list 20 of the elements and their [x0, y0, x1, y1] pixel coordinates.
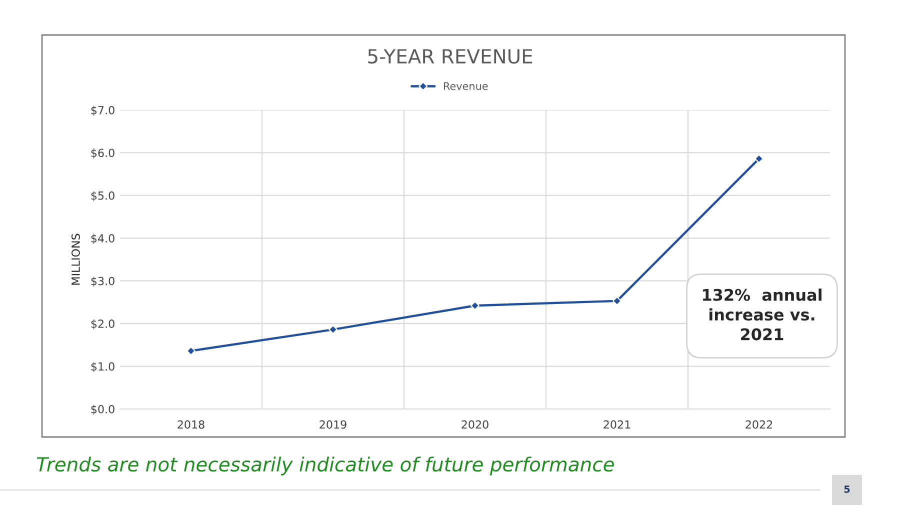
y-tick-label: $2.0 — [91, 319, 114, 330]
y-tick-label: $6.0 — [91, 148, 114, 159]
x-tick-label: 2022 — [746, 420, 772, 429]
text: 5 — [844, 486, 850, 493]
x-tick-label: 2020 — [462, 420, 488, 429]
x-tick-label: 2018 — [178, 420, 204, 429]
y-tick-label: $3.0 — [91, 276, 114, 287]
chart-title: 5-YEAR REVENUE — [368, 49, 532, 64]
annotation: 132% annual increase vs. 2021 — [703, 288, 822, 340]
x-tick-label: 2019 — [320, 420, 346, 429]
y-tick-label: $1.0 — [91, 362, 114, 372]
y-axis-title: MILLIONS — [72, 234, 80, 285]
point — [328, 325, 338, 334]
y-tick-label: $5.0 — [91, 191, 114, 202]
legend-label: Revenue — [444, 82, 488, 90]
y-tick-label: $4.0 — [91, 234, 114, 244]
y-tick-label: $0.0 — [91, 404, 114, 415]
y-tick-label: $7.0 — [91, 106, 114, 116]
x-tick-label: 2021 — [604, 420, 630, 429]
text: Trends are not necessarily indicative of future performance — [36, 456, 614, 476]
